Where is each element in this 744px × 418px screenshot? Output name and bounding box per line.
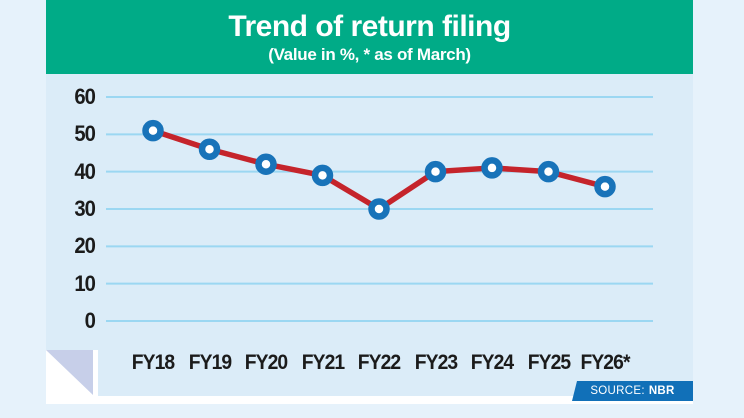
y-axis-tick-label: 10: [74, 270, 96, 296]
data-point-marker: [311, 164, 334, 187]
source-badge: SOURCE: NBR: [572, 381, 693, 401]
source-label: SOURCE:: [590, 385, 645, 397]
y-axis-tick-label: 50: [74, 121, 96, 147]
chart-subtitle: (Value in %, * as of March): [268, 44, 471, 64]
data-point-marker: [198, 138, 221, 161]
plot-svg: [106, 96, 653, 322]
y-axis-tick-label: 0: [84, 308, 96, 333]
x-axis-tick-label: FY22: [357, 351, 401, 374]
y-axis-tick-label: 20: [74, 233, 96, 259]
x-axis-tick-label: FY25: [527, 351, 570, 374]
y-axis-tick-label: 30: [74, 196, 96, 221]
y-axis-tick-label: 60: [74, 84, 96, 109]
data-point-marker: [537, 160, 560, 183]
data-point-marker: [424, 160, 447, 183]
y-axis-tick-label: 40: [74, 158, 96, 184]
x-axis-tick-label: FY26*: [580, 351, 630, 374]
x-axis-tick-label: FY20: [244, 351, 288, 374]
data-point-marker: [594, 175, 616, 198]
x-axis-tick-label: FY23: [414, 351, 457, 374]
x-axis-tick-label: FY24: [470, 351, 514, 374]
data-point-marker: [142, 119, 164, 142]
chart-header: Trend of return filing (Value in %, * as…: [46, 0, 693, 74]
trend-line: [150, 127, 608, 212]
x-axis-tick-label: FY18: [131, 351, 175, 374]
source-value: NBR: [648, 385, 675, 397]
x-axis-tick-label: FY21: [301, 351, 344, 374]
data-point-marker: [481, 157, 503, 179]
chart-title: Trend of return filing: [228, 10, 511, 44]
data-point-marker: [255, 153, 277, 175]
x-axis-tick-label: FY19: [188, 351, 231, 374]
chart-card: Trend of return filing (Value in %, * as…: [46, 0, 693, 404]
data-point-marker: [368, 198, 390, 220]
bottom-white-strip: [46, 396, 693, 404]
